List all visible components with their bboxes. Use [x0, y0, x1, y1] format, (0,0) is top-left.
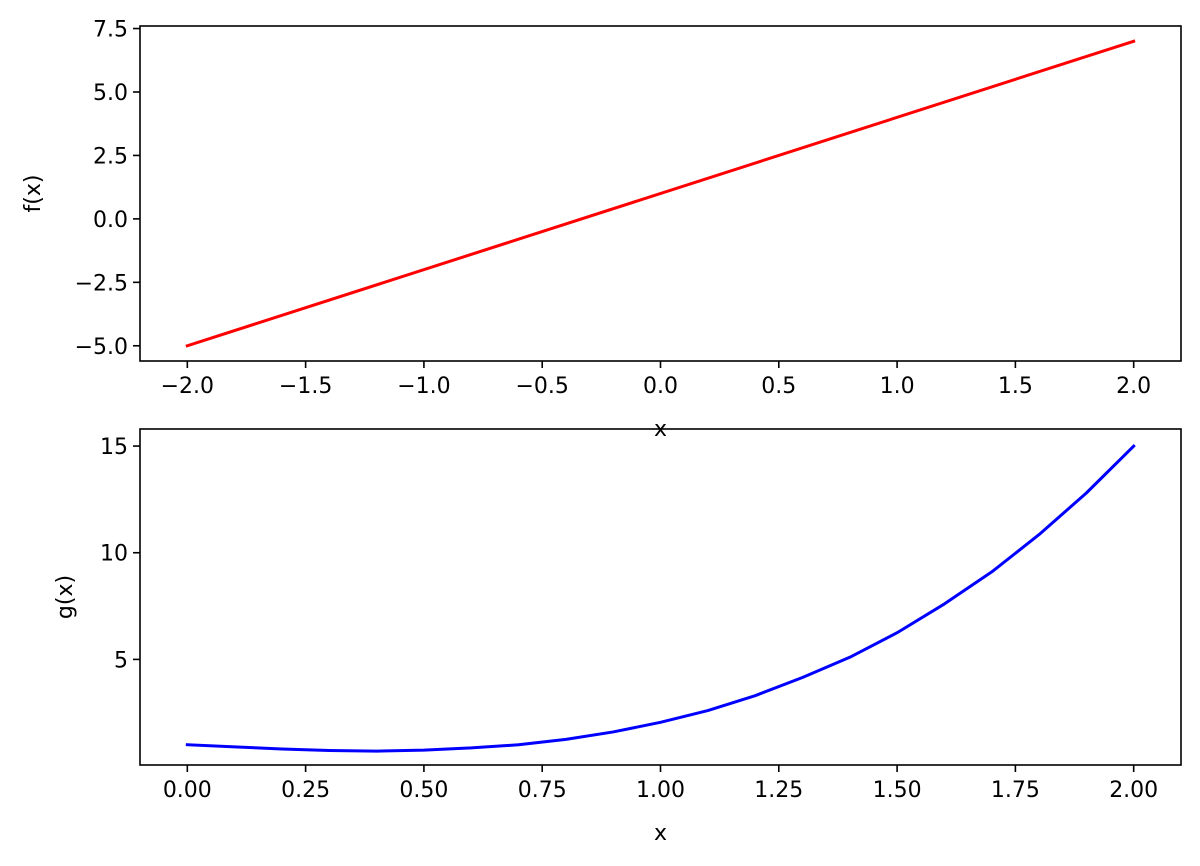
x-tick-label: 0.0: [643, 374, 678, 399]
x-tick-label: 0.5: [761, 374, 796, 399]
x-axis-label: x: [654, 821, 667, 846]
x-tick-label: 0.75: [518, 778, 567, 803]
y-axis-label: g(x): [53, 575, 78, 619]
y-tick-label: 2.5: [93, 144, 128, 169]
series-line-1-1: [185, 39, 1136, 348]
x-tick-label: 1.25: [754, 778, 803, 803]
axes-frame: [139, 428, 1182, 766]
y-tick-label: −5.0: [75, 335, 128, 360]
x-tick-label: 2.0: [1116, 374, 1151, 399]
x-tick-label: −1.5: [279, 374, 332, 399]
x-tick-label: 0.50: [399, 778, 448, 803]
x-tick-label: 1.5: [998, 374, 1033, 399]
x-tick-label: 2.00: [1109, 778, 1158, 803]
y-tick-label: 5: [114, 648, 128, 673]
y-tick-label: −2.5: [75, 271, 128, 296]
x-tick-label: −2.0: [161, 374, 214, 399]
subplot-2: 0.00 0.25 0.50 0.75 1.00 1.25 1.50 1.75 2.00 5 10 1…: [53, 428, 1182, 846]
y-tick-label: 10: [100, 542, 128, 567]
y-tick-label: 15: [100, 435, 128, 460]
x-tick-label: −1.0: [397, 374, 450, 399]
series-line-2-1: [185, 443, 1136, 753]
x-tick-label: 0.25: [281, 778, 330, 803]
x-tick-label: 1.50: [873, 778, 922, 803]
y-tick-label: 7.5: [93, 18, 128, 43]
y-axis-label: f(x): [21, 175, 46, 213]
x-tick-label: −0.5: [515, 374, 568, 399]
y-tick-label: 5.0: [93, 81, 128, 106]
x-tick-label: 0.00: [163, 778, 212, 803]
x-tick-label: 1.75: [991, 778, 1040, 803]
x-tick-label: 1.00: [636, 778, 685, 803]
subplot-1: −2.0 −1.5 −1.0 −0.5 0.0 0.5 1.0 1.5 2.0 −5.0 −2.5 0…: [21, 18, 1182, 442]
x-tick-label: 1.0: [880, 374, 915, 399]
y-tick-label: 0.0: [93, 208, 128, 233]
